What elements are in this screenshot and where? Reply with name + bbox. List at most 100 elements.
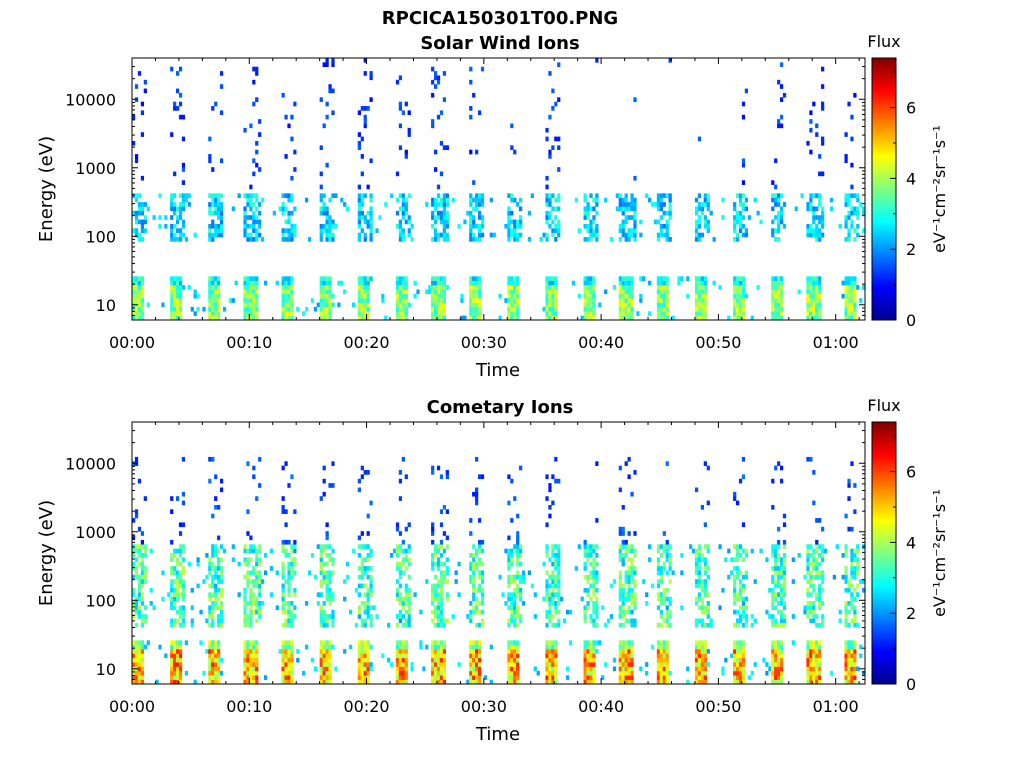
heatmap-cell	[384, 202, 388, 207]
heatmap-cell	[143, 496, 147, 501]
heatmap-cell	[539, 237, 543, 242]
heatmap-cell	[319, 657, 323, 663]
heatmap-cell	[697, 280, 702, 286]
heatmap-cell	[181, 596, 186, 602]
heatmap-cell	[777, 539, 781, 545]
heatmap-cell	[175, 285, 180, 290]
heatmap-cell	[134, 158, 139, 164]
heatmap-cell	[618, 206, 622, 212]
heatmap-cell	[360, 215, 364, 220]
heatmap-cell	[178, 592, 183, 597]
heatmap-cell	[727, 548, 731, 554]
heatmap-cell	[442, 302, 447, 308]
heatmap-cell	[554, 285, 558, 290]
heatmap-cell	[319, 298, 323, 303]
heatmap-cell	[404, 101, 408, 107]
heatmap-cell	[779, 614, 784, 619]
heatmap-cell	[255, 289, 259, 295]
heatmap-cell	[779, 302, 784, 308]
heatmap-cell	[313, 306, 318, 312]
heatmap-cell	[624, 232, 628, 238]
heatmap-cell	[557, 219, 561, 225]
heatmap-cell	[439, 666, 444, 672]
heatmap-cell	[480, 596, 485, 602]
heatmap-cell	[217, 579, 221, 584]
heatmap-cell	[627, 670, 631, 676]
heatmap-cell	[290, 315, 294, 320]
plot-frame	[131, 421, 866, 685]
heatmap-cell	[436, 302, 441, 308]
heatmap-cell	[844, 193, 848, 199]
heatmap-cell	[178, 583, 183, 589]
heatmap-cell	[178, 202, 183, 207]
heatmap-cell	[557, 62, 561, 68]
heatmap-cell	[583, 675, 587, 680]
heatmap-cell	[744, 232, 749, 238]
heatmap-cell	[243, 280, 247, 286]
heatmap-cell	[554, 679, 558, 684]
heatmap-cell	[741, 193, 746, 199]
heatmap-cell	[586, 587, 590, 593]
heatmap-cell	[630, 276, 634, 281]
heatmap-cell	[592, 570, 596, 576]
heatmap-cell	[442, 289, 447, 295]
heatmap-cell	[302, 311, 306, 316]
heatmap-cell	[363, 106, 367, 111]
heatmap-cell	[586, 601, 590, 606]
heatmap-cell	[806, 285, 810, 290]
heatmap-cell	[721, 197, 725, 203]
heatmap-cell	[404, 609, 408, 615]
heatmap-cell	[249, 666, 253, 672]
heatmap-cell	[812, 215, 816, 220]
heatmap-cell	[665, 237, 669, 242]
heatmap-cell	[592, 649, 596, 654]
heatmap-cell	[398, 219, 403, 225]
heatmap-cell	[850, 298, 854, 303]
heatmap-cell	[431, 210, 435, 216]
heatmap-cell	[730, 557, 734, 563]
heatmap-cell	[815, 662, 819, 667]
heatmap-cell	[589, 553, 593, 558]
heatmap-cell	[366, 587, 370, 593]
heatmap-cell	[178, 66, 183, 72]
heatmap-cell	[844, 609, 848, 615]
heatmap-cell	[771, 193, 775, 199]
heatmap-cell	[697, 311, 702, 316]
heatmap-cell	[319, 285, 323, 290]
colorbar-title: Flux	[867, 396, 900, 415]
heatmap-cell	[175, 644, 180, 650]
heatmap-cell	[243, 232, 247, 238]
heatmap-cell	[815, 293, 819, 299]
heatmap-cell	[363, 605, 367, 611]
heatmap-cell	[507, 640, 511, 645]
heatmap-cell	[809, 197, 813, 203]
heatmap-cell	[738, 285, 743, 290]
heatmap-cell	[700, 662, 705, 667]
heatmap-cell	[741, 587, 746, 593]
heatmap-cell	[237, 592, 241, 597]
heatmap-cell	[850, 561, 854, 567]
heatmap-cell	[815, 215, 819, 220]
heatmap-cell	[255, 311, 259, 316]
heatmap-cell	[132, 670, 136, 676]
heatmap-cell	[407, 110, 411, 116]
heatmap-cell	[287, 679, 291, 684]
heatmap-cell	[818, 315, 822, 320]
heatmap-cell	[551, 614, 555, 619]
heatmap-cell	[208, 675, 212, 680]
heatmap-cell	[439, 210, 444, 216]
x-tick-label: 00:40	[578, 697, 624, 716]
heatmap-cell	[249, 237, 253, 242]
heatmap-cell	[363, 566, 367, 571]
heatmap-cell	[595, 544, 599, 549]
heatmap-cell	[431, 679, 435, 684]
heatmap-cell	[249, 285, 253, 290]
heatmap-cell	[510, 311, 514, 316]
heatmap-cell	[850, 618, 854, 624]
heatmap-cell	[175, 640, 180, 645]
heatmap-cell	[363, 215, 367, 220]
heatmap-cell	[668, 596, 672, 602]
heatmap-cell	[275, 605, 279, 611]
heatmap-cell	[771, 618, 775, 624]
heatmap-cell	[853, 280, 857, 286]
